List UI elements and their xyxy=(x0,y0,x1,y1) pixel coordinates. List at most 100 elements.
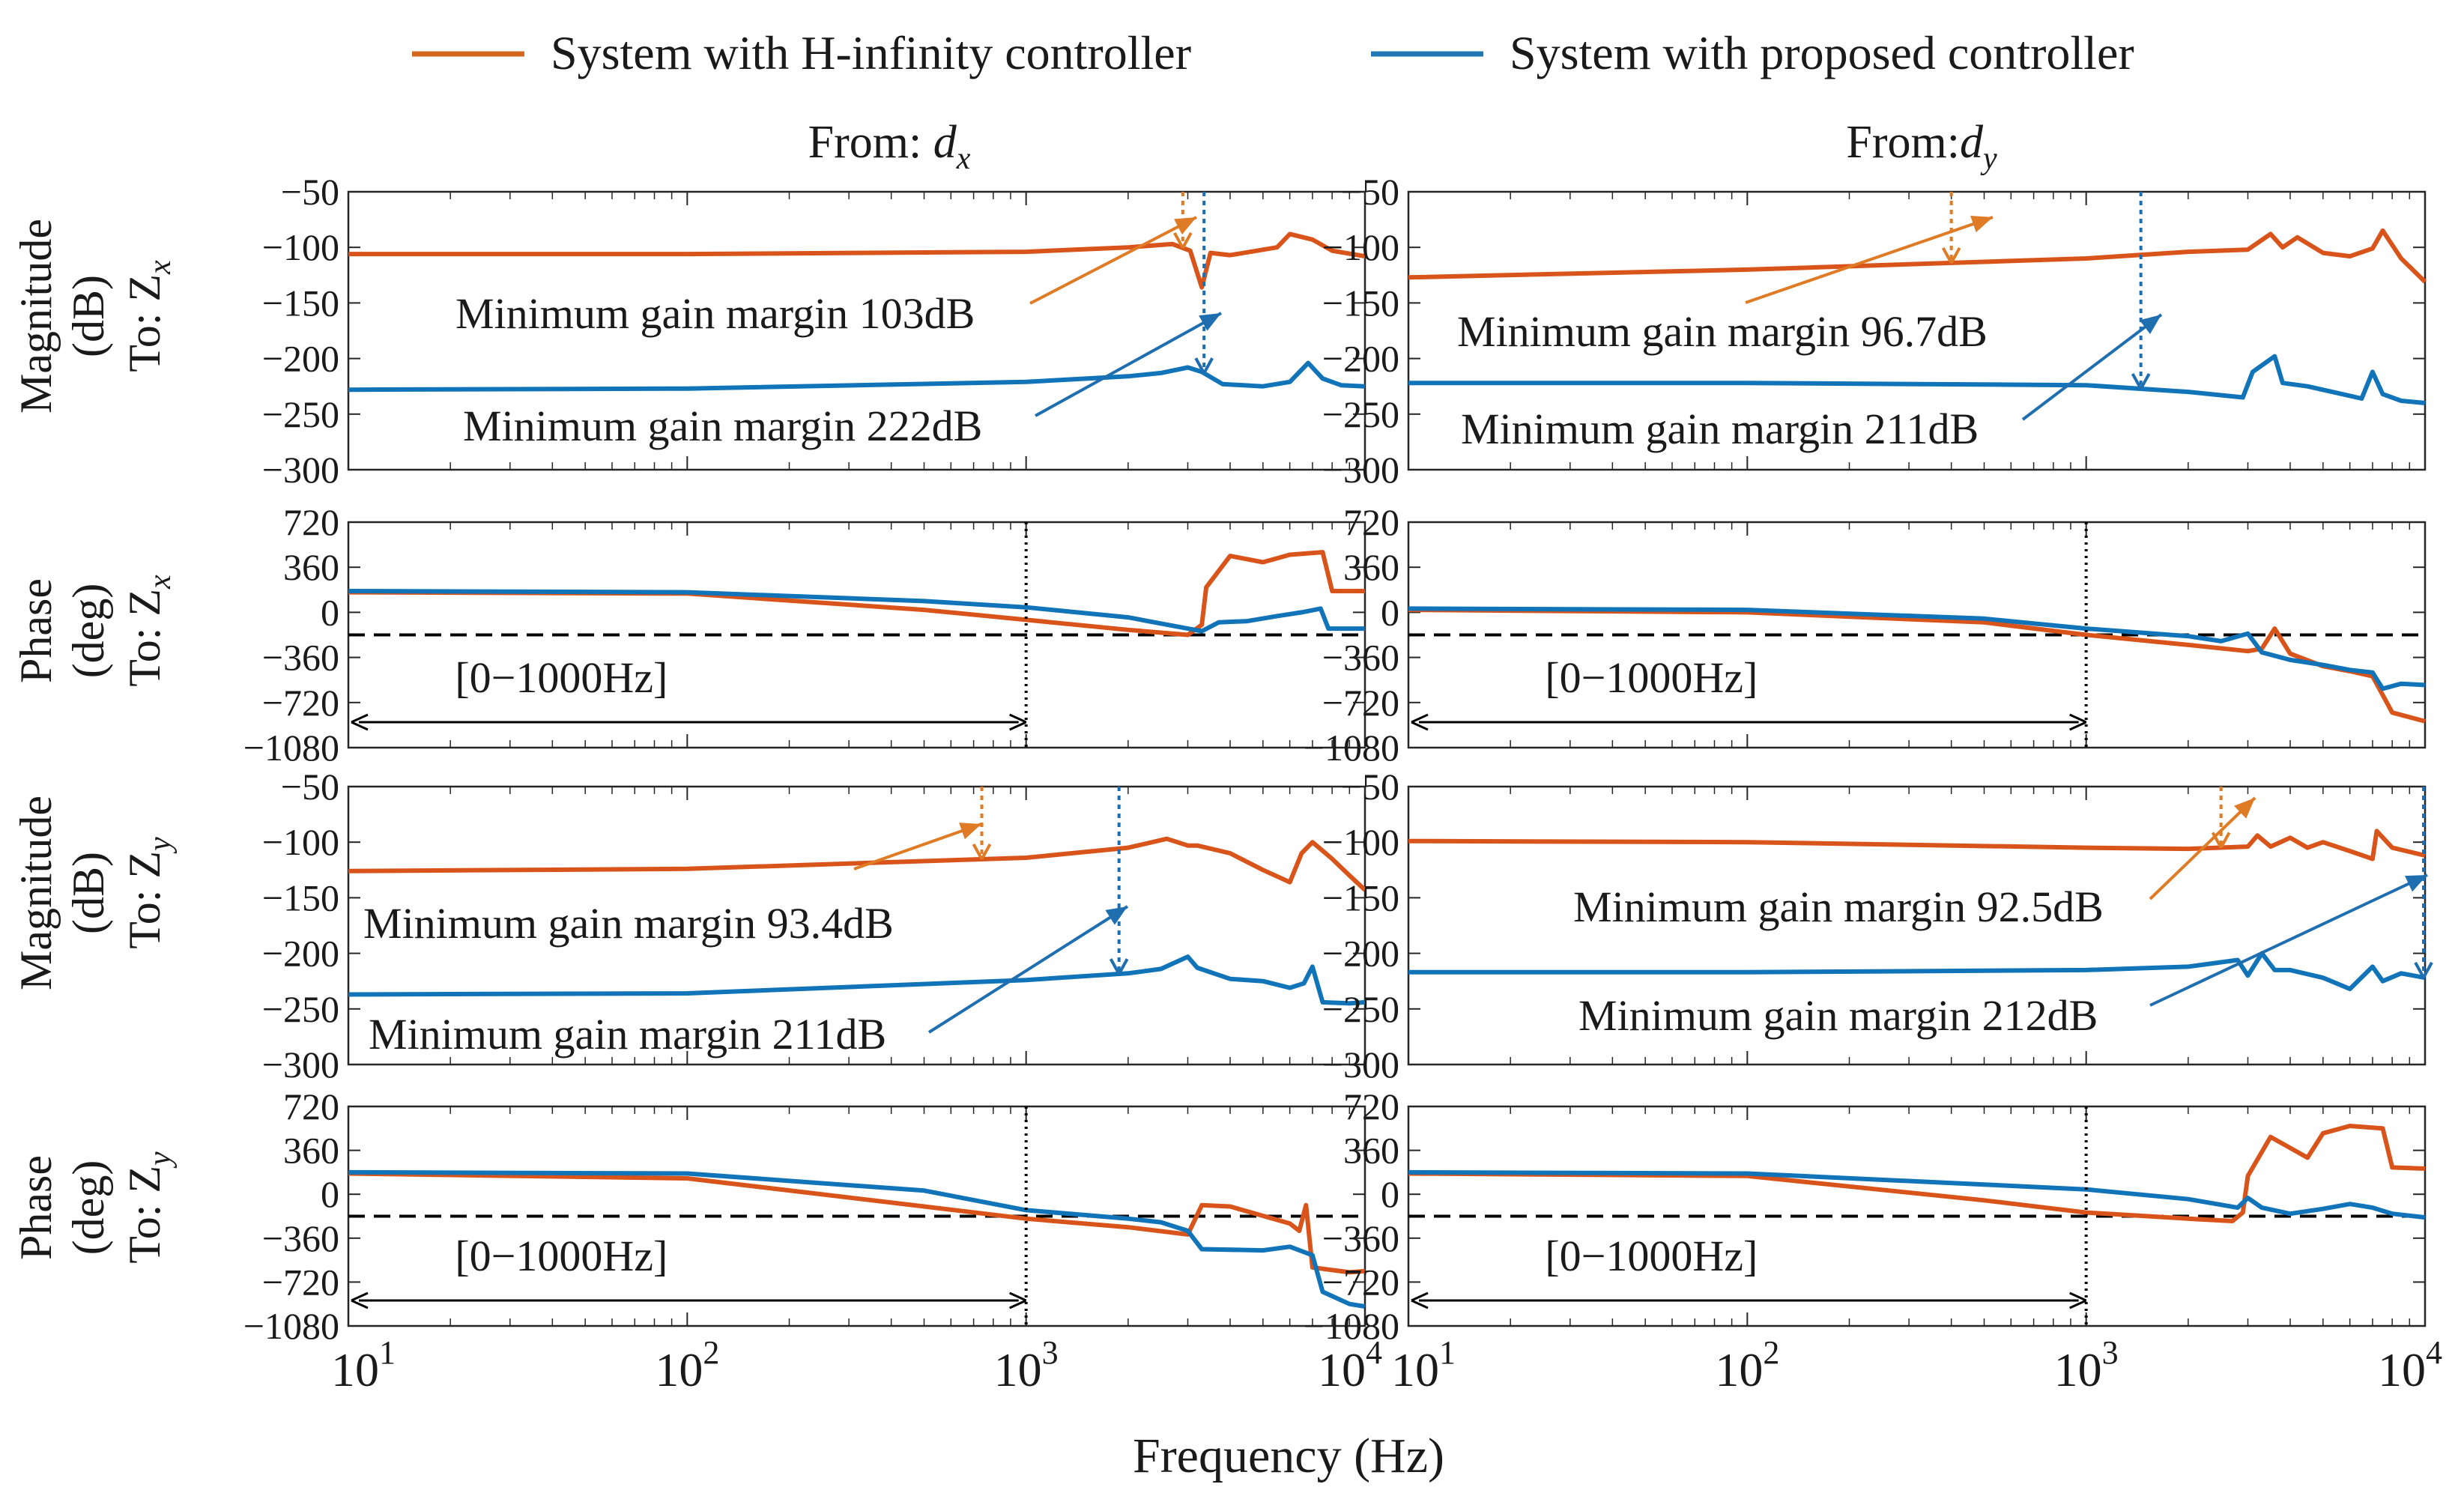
y-tick-label: −720 xyxy=(1322,682,1399,724)
annotation-leader-arrow xyxy=(1035,312,1222,417)
row-label-output-var: Z xyxy=(120,1166,169,1193)
x-tick-label: 104 xyxy=(2378,1334,2442,1396)
series-hinf-line xyxy=(1408,829,2426,861)
series-proposed-line xyxy=(1408,951,2426,992)
y-tick-label: −720 xyxy=(262,682,339,724)
gain-margin-marker-head xyxy=(1109,958,1129,975)
annotation-leader-arrow xyxy=(1745,216,1994,304)
x-tick-label-base: 10 xyxy=(994,1343,1042,1396)
row-label-output-sub: x xyxy=(143,260,178,275)
gain-margin-marker-head xyxy=(2131,373,2151,390)
gain-margin-note: Minimum gain margin 93.4dB xyxy=(363,899,894,948)
x-tick-label-exponent: 2 xyxy=(703,1334,719,1371)
range-arrow-head-left xyxy=(1411,1291,1429,1309)
series-hinf-line xyxy=(348,836,1367,892)
row-label-output-sub: y xyxy=(143,837,178,854)
y-tick-label: −200 xyxy=(262,933,339,975)
annotation-leader-arrow xyxy=(2149,873,2428,1007)
range-label: [0−1000Hz] xyxy=(1545,653,1758,702)
gain-margin-note: Minimum gain margin 92.5dB xyxy=(1573,882,2104,931)
annotation-leader-arrow xyxy=(2021,313,2163,421)
y-tick-label: −300 xyxy=(1322,449,1399,491)
row-label-output: To: Zx xyxy=(120,260,178,372)
x-axis-label: Frequency (Hz) xyxy=(1133,1429,1444,1483)
y-tick-label: −1080 xyxy=(1304,1305,1399,1347)
x-tick-label-exponent: 2 xyxy=(1763,1334,1779,1371)
y-tick-label: −100 xyxy=(262,821,339,863)
annotation-arrow-head xyxy=(1199,313,1221,331)
row-label-output: To: Zx xyxy=(120,575,178,687)
series-proposed-line xyxy=(1408,1169,2426,1220)
plot-frame xyxy=(347,785,1366,1066)
y-tick-label: 360 xyxy=(283,1130,339,1172)
x-tick-label-base: 10 xyxy=(1318,1343,1366,1396)
annotation-arrow-head xyxy=(2234,798,2255,819)
range-arrow-head-right xyxy=(1009,713,1027,731)
range-label: [0−1000Hz] xyxy=(1545,1232,1758,1280)
annotation-leader-arrow xyxy=(927,905,1129,1034)
x-tick-label-exponent: 3 xyxy=(2102,1334,2119,1371)
row-label-output-var: Z xyxy=(120,589,169,617)
gain-margin-marker-head xyxy=(972,843,992,860)
y-tick-label: −1080 xyxy=(1304,727,1399,769)
x-tick-label-base: 10 xyxy=(1391,1343,1439,1396)
annotation-arrow-head xyxy=(2139,315,2161,334)
annotation-arrow-head xyxy=(2405,875,2427,892)
gain-margin-marker-head xyxy=(1194,357,1214,375)
range-arrow-head-left xyxy=(351,713,369,731)
row-label-output-var: Z xyxy=(120,274,169,302)
y-tick-label: 720 xyxy=(283,501,339,543)
x-tick-label: 101 xyxy=(331,1334,396,1396)
plot-frame xyxy=(347,521,1366,749)
x-tick-label-base: 10 xyxy=(2378,1343,2426,1396)
y-tick-label: −720 xyxy=(262,1261,339,1303)
range-arrow-head-right xyxy=(1009,1291,1027,1309)
y-tick-label: −150 xyxy=(1322,876,1399,918)
series-proposed-line xyxy=(348,1169,1366,1309)
x-tick-label: 103 xyxy=(2054,1334,2119,1396)
gain-margin-note: Minimum gain margin 103dB xyxy=(455,289,975,338)
y-tick-label: −720 xyxy=(1322,1261,1399,1303)
y-tick-label: 360 xyxy=(1343,1130,1399,1172)
y-tick-label: 720 xyxy=(1343,501,1399,543)
row-label-output: To: Zy xyxy=(120,837,178,949)
y-tick-label: −200 xyxy=(262,338,339,380)
row-label-output-prefix: To: xyxy=(120,617,169,687)
y-tick-label: −150 xyxy=(1322,282,1399,324)
y-tick-label: −1080 xyxy=(243,1305,339,1347)
series-proposed-line xyxy=(348,360,1366,393)
x-tick-label-base: 10 xyxy=(655,1343,703,1396)
row-label-quantity: Phase xyxy=(11,1155,61,1260)
series-proposed-line xyxy=(1408,606,2426,691)
y-tick-label: −300 xyxy=(262,1044,339,1085)
panel-dx-row2: −50 −100 −150 −200 −250 −300 Minimum gain marg… xyxy=(262,766,1367,1085)
y-tick-label: 360 xyxy=(283,546,339,588)
row-label-output-sub: x xyxy=(143,575,178,590)
annotation-leader-arrow xyxy=(2149,796,2256,900)
x-tick-label-base: 10 xyxy=(2054,1343,2102,1396)
gain-margin-note: Minimum gain margin 96.7dB xyxy=(1457,307,1988,356)
y-tick-label: −250 xyxy=(1322,988,1399,1030)
gain-margin-marker-head xyxy=(2414,961,2433,978)
series-hinf-line xyxy=(348,550,1365,638)
y-tick-label: −100 xyxy=(1322,821,1399,863)
x-tick-label: 101 xyxy=(1391,1334,1456,1396)
y-tick-label: −50 xyxy=(1341,171,1399,213)
y-tick-label: −200 xyxy=(1322,933,1399,975)
series-proposed-line xyxy=(1408,354,2426,405)
gain-margin-note: Minimum gain margin 212dB xyxy=(1578,991,2098,1040)
panel-dy-row0: −50 −100 −150 −200 −250 −300 Minimum gain marg… xyxy=(1322,171,2427,491)
range-label: [0−1000Hz] xyxy=(455,1232,668,1280)
row-label-unit: (deg) xyxy=(64,1160,113,1256)
y-tick-label: −200 xyxy=(1322,338,1399,380)
range-arrow-head-left xyxy=(1411,713,1429,731)
y-tick-label: −360 xyxy=(262,1217,339,1259)
column-title-sub: y xyxy=(1980,142,1997,176)
row-label-output: To: Zy xyxy=(120,1151,178,1264)
annotation-leader-arrow xyxy=(853,823,982,870)
row-label-mag-zy: Magnitude (dB) To: Zy xyxy=(11,796,178,990)
row-label-mag-zx: Magnitude (dB) To: Zx xyxy=(11,219,178,414)
column-title-prefix: From: xyxy=(808,117,933,168)
